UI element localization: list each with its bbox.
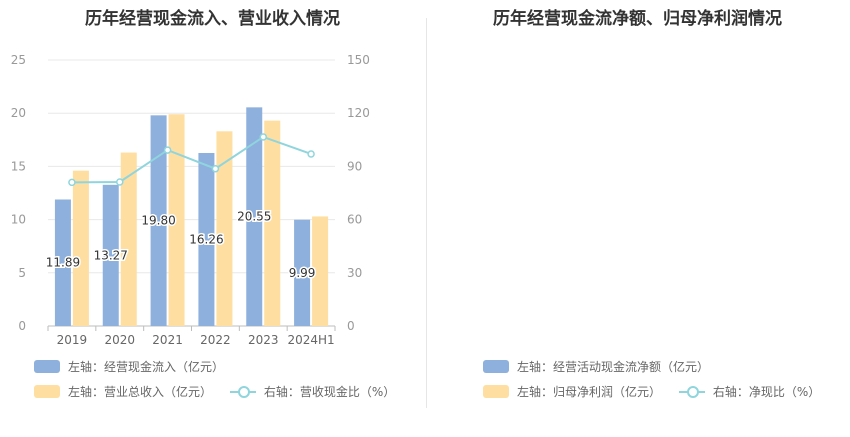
left-axis-tick-label: 0 (18, 319, 26, 333)
legend-swatch-blue (483, 360, 509, 373)
bar-series-1 (102, 184, 119, 326)
legend-label: 左轴：归母净利润（亿元） (517, 385, 662, 399)
line-point-ratio (163, 146, 172, 154)
legend-item-net-cash-flow[interactable]: 左轴：经营活动现金流净额（亿元） (483, 358, 709, 375)
bar-series-2 (312, 216, 329, 326)
legend-row-1: 左轴：经营现金流入（亿元） (34, 358, 238, 376)
legend-item-revenue[interactable]: 左轴：营业总收入（亿元） (34, 383, 212, 400)
panel-divider (426, 18, 427, 408)
legend-row-2: 左轴：营业总收入（亿元） 右轴：营收现金比（%） (34, 383, 409, 401)
right-axis-tick-label: 60 (347, 213, 362, 227)
chart-panel-right: 历年经营现金流净额、归母净利润情况 000.61901.23801.85702.… (425, 0, 850, 437)
data-label: 20.55 (237, 210, 271, 224)
right-axis-tick-label: 120 (347, 106, 370, 120)
line-series-ratio (71, 135, 312, 184)
x-axis-tick-label: 2024H1 (287, 333, 334, 347)
bar-series-2 (120, 152, 137, 326)
legend-swatch-yellow (34, 385, 60, 398)
legend-item-cash-inflow[interactable]: 左轴：经营现金流入（亿元） (34, 358, 224, 375)
data-label: 16.26 (189, 232, 223, 246)
left-axis-tick-label: 10 (11, 213, 26, 227)
bar-series-1 (246, 107, 263, 327)
legend-item-cash-ratio[interactable]: 右轴：营收现金比（%） (229, 383, 396, 400)
line-point-ratio (116, 178, 124, 186)
legend-swatch-blue (34, 360, 60, 373)
left-axis-tick-label: 25 (11, 53, 26, 67)
x-axis-tick-label: 2022 (200, 333, 231, 347)
line-point-ratio (259, 133, 267, 141)
legend-label: 右轴：营收现金比（%） (263, 385, 396, 399)
chart-title: 历年经营现金流入、营业收入情况 (85, 9, 340, 29)
line-point-ratio (307, 150, 315, 158)
left-axis-tick-label: 20 (11, 106, 26, 120)
bar-series-1 (54, 199, 71, 326)
x-axis-tick-label: 2021 (152, 333, 183, 347)
left-axis-tick-label: 5 (18, 266, 26, 280)
legend-label: 右轴：净现比（%） (712, 385, 821, 399)
data-label: 11.89 (46, 256, 80, 270)
right-axis-tick-label: 0 (347, 319, 355, 333)
x-axis-tick-label: 2019 (57, 333, 88, 347)
legend-line-marker-icon (678, 385, 705, 398)
right-axis-tick-label: 90 (347, 159, 362, 173)
chart-plot-left: 0 0 5 30 10 60 15 90 20 120 25 150 2019 2020 2021 2022 2… (11, 53, 370, 347)
line-point-ratio (68, 178, 76, 187)
legend-line-marker-icon (229, 385, 256, 398)
legend-row-2: 左轴：归母净利润（亿元） 右轴：净现比（%） (483, 383, 834, 401)
data-label: 19.80 (141, 214, 175, 228)
bar-series-1 (198, 152, 215, 326)
legend-label: 左轴：营业总收入（亿元） (68, 385, 213, 399)
legend-label: 左轴：经营现金流入（亿元） (68, 360, 225, 374)
legend-item-net-cash-ratio[interactable]: 右轴：净现比（%） (678, 383, 821, 400)
right-axis-tick-label: 30 (347, 266, 362, 280)
line-point-ratio (211, 164, 220, 173)
data-label: 9.99 (289, 266, 316, 280)
chart-panel-left: 历年经营现金流入、营业收入情况 0 0 5 30 10 60 15 90 20 120 25 150 2… (11, 9, 409, 401)
legend-row-1: 左轴：经营活动现金流净额（亿元） (483, 358, 723, 376)
left-axis-tick-label: 15 (11, 159, 26, 173)
bar-series-1 (294, 219, 311, 326)
x-axis-tick-label: 2023 (248, 333, 279, 347)
x-axis-tick-label: 2020 (104, 333, 135, 347)
bar-series-2 (168, 114, 185, 326)
legend-label: 左轴：经营活动现金流净额（亿元） (517, 360, 710, 374)
bar-series-2 (72, 170, 89, 326)
chart-title: 历年经营现金流净额、归母净利润情况 (493, 9, 782, 29)
bar-series-2 (264, 120, 281, 326)
legend-swatch-yellow (483, 385, 509, 398)
data-label: 13.27 (94, 248, 128, 262)
right-axis-tick-label: 150 (347, 53, 370, 67)
legend-item-net-profit[interactable]: 左轴：归母净利润（亿元） (483, 383, 661, 400)
bar-series-2 (216, 131, 233, 326)
bar-series-1 (150, 115, 167, 326)
